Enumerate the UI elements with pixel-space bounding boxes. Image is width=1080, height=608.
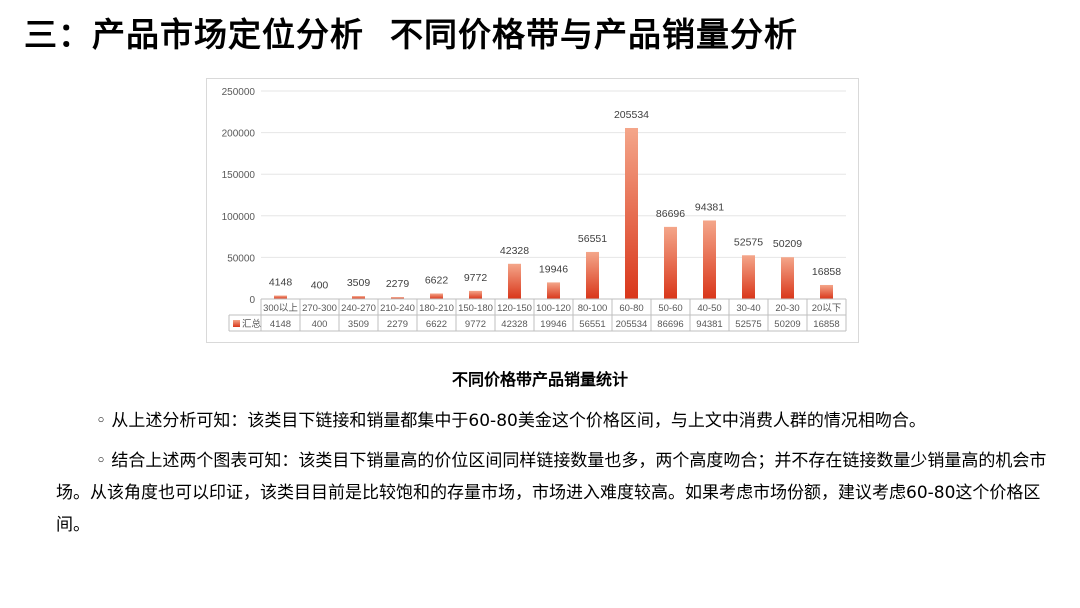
table-value: 205534 bbox=[616, 319, 648, 330]
bar-100-120 bbox=[547, 282, 560, 299]
y-tick-label: 50000 bbox=[227, 253, 255, 264]
title-part1: 产品市场定位分析 bbox=[92, 15, 364, 54]
table-value: 4148 bbox=[270, 319, 291, 330]
bar-150-180 bbox=[469, 290, 482, 299]
data-label: 86696 bbox=[656, 208, 685, 220]
bar-20以下 bbox=[820, 284, 833, 299]
bar-50-60 bbox=[664, 226, 677, 299]
category-label: 60-80 bbox=[619, 303, 643, 314]
y-tick-label: 150000 bbox=[222, 170, 256, 181]
table-value: 86696 bbox=[657, 319, 683, 330]
bar-240-270 bbox=[352, 296, 365, 299]
table-value: 2279 bbox=[387, 319, 408, 330]
category-label: 150-180 bbox=[458, 303, 493, 314]
data-label: 9772 bbox=[464, 272, 488, 284]
category-label: 270-300 bbox=[302, 303, 337, 314]
category-label: 80-100 bbox=[578, 303, 608, 314]
legend-swatch bbox=[233, 320, 240, 327]
table-value: 16858 bbox=[813, 319, 839, 330]
slide-title: 三：产品市场定位分析 不同价格带与产品销量分析 bbox=[24, 8, 798, 56]
bar-chart: 0 50000 100000 150000 200000 250000 4148 400 35… bbox=[222, 87, 847, 332]
category-label: 40-50 bbox=[697, 303, 721, 314]
bar-20-30 bbox=[781, 257, 794, 299]
table-value: 42328 bbox=[501, 319, 527, 330]
category-label: 120-150 bbox=[497, 303, 532, 314]
table-value: 6622 bbox=[426, 319, 447, 330]
chart-container: 0 50000 100000 150000 200000 250000 4148 400 35… bbox=[206, 78, 859, 343]
category-label: 30-40 bbox=[736, 303, 760, 314]
y-tick-label: 250000 bbox=[222, 87, 256, 98]
table-value: 56551 bbox=[579, 319, 605, 330]
data-label: 205534 bbox=[614, 109, 649, 121]
category-label: 180-210 bbox=[419, 303, 454, 314]
data-label: 4148 bbox=[269, 277, 293, 289]
y-tick-label: 0 bbox=[249, 295, 255, 306]
data-label: 6622 bbox=[425, 274, 449, 286]
data-label: 19946 bbox=[539, 263, 568, 275]
table-value: 9772 bbox=[465, 319, 486, 330]
table-value: 94381 bbox=[696, 319, 722, 330]
table-value: 52575 bbox=[735, 319, 761, 330]
data-label: 16858 bbox=[812, 266, 841, 278]
table-value: 19946 bbox=[540, 319, 566, 330]
category-label: 300以上 bbox=[263, 303, 298, 314]
y-tick-label: 100000 bbox=[222, 212, 256, 223]
bar-30-40 bbox=[742, 255, 755, 299]
data-label: 2279 bbox=[386, 278, 410, 290]
bar-210-240 bbox=[391, 297, 404, 299]
category-label: 50-60 bbox=[658, 303, 682, 314]
bar-300以上 bbox=[274, 295, 287, 299]
category-label: 240-270 bbox=[341, 303, 376, 314]
bar-40-50 bbox=[703, 220, 716, 299]
table-value: 3509 bbox=[348, 319, 369, 330]
table-value: 50209 bbox=[774, 319, 800, 330]
legend-label: 汇总 bbox=[242, 318, 262, 330]
bar-180-210 bbox=[430, 293, 443, 299]
data-label: 400 bbox=[311, 280, 329, 292]
analysis-paragraph-2: ◦ 结合上述两个图表可知：该类目下销量高的价位区间同样链接数量也多，两个高度吻合… bbox=[56, 451, 1047, 535]
data-label: 3509 bbox=[347, 277, 371, 289]
category-label: 100-120 bbox=[536, 303, 571, 314]
data-label: 56551 bbox=[578, 233, 607, 245]
analysis-paragraph-1: ◦ 从上述分析可知：该类目下链接和销量都集中于60-80美金这个价格区间，与上文… bbox=[96, 411, 926, 431]
title-prefix: 三： bbox=[24, 15, 92, 54]
data-label: 50209 bbox=[773, 238, 802, 250]
category-label: 20以下 bbox=[812, 303, 842, 314]
category-label: 210-240 bbox=[380, 303, 415, 314]
data-label: 42328 bbox=[500, 245, 529, 257]
y-tick-label: 200000 bbox=[222, 129, 256, 140]
title-part2: 不同价格带与产品销量分析 bbox=[390, 15, 798, 54]
data-label: 52575 bbox=[734, 236, 763, 248]
chart-caption: 不同价格带产品销量统计 bbox=[451, 370, 628, 389]
bar-120-150 bbox=[508, 263, 521, 299]
data-label: 94381 bbox=[695, 201, 724, 213]
table-value: 400 bbox=[312, 319, 328, 330]
bar-60-80 bbox=[625, 127, 638, 299]
category-label: 20-30 bbox=[775, 303, 799, 314]
bar-80-100 bbox=[586, 251, 599, 299]
